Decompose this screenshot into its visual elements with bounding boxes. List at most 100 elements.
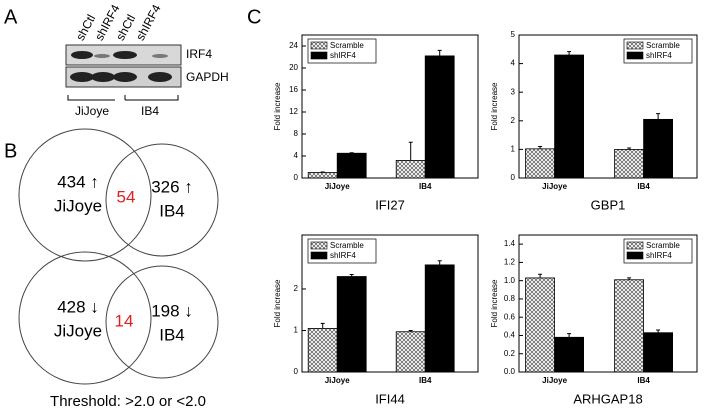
venn-circle — [105, 265, 219, 379]
y-tick-label: 0.2 — [504, 349, 516, 358]
panel-label: A — [4, 6, 18, 28]
bands — [70, 51, 172, 82]
venn-count: 428 ↓ — [57, 297, 99, 316]
error-bar — [656, 113, 661, 120]
bar — [525, 277, 555, 373]
y-tick-label: 1.4 — [504, 239, 516, 248]
bar — [525, 148, 555, 179]
venn-overlap: 54 — [117, 187, 136, 206]
legend-label: Scramble — [330, 41, 364, 50]
y-tick-label: 24 — [289, 41, 298, 50]
venn-overlap: 14 — [115, 311, 134, 330]
x-tick-label: IB4 — [419, 376, 432, 385]
error-bar — [437, 260, 442, 265]
bar — [554, 54, 584, 179]
y-tick-label: 20 — [289, 63, 298, 72]
legend-label: shIRF4 — [646, 251, 672, 260]
group-label: IB4 — [141, 104, 159, 118]
plot-frame — [518, 234, 698, 373]
legend-swatch — [626, 241, 644, 250]
legend-label: Scramble — [646, 241, 680, 250]
y-axis-label: Fold increase — [490, 82, 499, 131]
error-bar — [408, 329, 413, 332]
y-tick-label: 0.0 — [504, 367, 516, 376]
venn-name: IB4 — [159, 325, 185, 344]
error-bar — [349, 152, 354, 154]
y-tick-label: 4 — [511, 59, 516, 68]
bar — [614, 148, 644, 179]
venn-circle — [105, 143, 219, 257]
error-bar — [349, 273, 354, 277]
error-bar — [627, 147, 632, 150]
bar — [307, 172, 338, 179]
y-axis-label: Fold increase — [273, 279, 282, 328]
venn-count: 434 ↑ — [57, 172, 99, 191]
panel-label: B — [4, 140, 17, 162]
legend-swatch — [310, 251, 328, 260]
venn-circle — [18, 128, 152, 262]
legend-swatch — [310, 41, 328, 50]
group-label: JiJoye — [75, 104, 109, 118]
y-tick-label: 0 — [294, 173, 299, 182]
y-tick-label: 1 — [294, 326, 299, 335]
x-tick-label: IB4 — [637, 182, 650, 191]
chart-title: IFI44 — [375, 391, 405, 406]
error-bar — [538, 146, 543, 149]
error-bar — [538, 273, 543, 278]
y-tick-label: 2 — [511, 116, 516, 125]
legend-swatch — [310, 241, 328, 250]
error-bar — [320, 322, 325, 329]
error-bar — [320, 171, 325, 173]
y-tick-label: 0 — [511, 173, 516, 182]
venn-name: JiJoye — [54, 321, 102, 340]
plot-frame — [301, 234, 479, 373]
y-axis-label: Fold increase — [273, 82, 282, 131]
legend-swatch — [626, 41, 644, 50]
y-tick-label: 12 — [289, 107, 298, 116]
y-tick-label: 3 — [511, 87, 516, 96]
group-bracket — [67, 95, 179, 101]
bar — [614, 279, 644, 373]
error-bar — [408, 141, 413, 161]
y-tick-label: 8 — [294, 129, 299, 138]
chart-title: GBP1 — [591, 197, 626, 212]
panel-label: C — [247, 6, 261, 28]
legend-label: shIRF4 — [330, 51, 356, 60]
legend-swatch — [626, 51, 644, 60]
y-tick-label: 0.6 — [504, 312, 516, 321]
venn-count: 198 ↓ — [151, 301, 193, 320]
venn-circle — [18, 251, 152, 385]
threshold-note: Threshold: >2.0 or <2.0 — [50, 393, 206, 410]
legend-label: Scramble — [330, 241, 364, 250]
x-tick-label: IB4 — [419, 182, 432, 191]
y-tick-label: 1.0 — [504, 276, 516, 285]
bar — [554, 336, 584, 373]
y-tick-label: 5 — [511, 30, 516, 39]
bar — [395, 331, 426, 373]
x-tick-label: IB4 — [637, 376, 650, 385]
plot-frame — [301, 34, 479, 179]
y-tick-label: 4 — [294, 151, 299, 160]
bar — [395, 159, 426, 179]
chart-title: IFI27 — [375, 197, 405, 212]
lane-label: shIRF4 — [133, 2, 164, 43]
bar — [307, 328, 338, 373]
bar — [336, 152, 367, 179]
y-tick-label: 0.8 — [504, 294, 516, 303]
bar — [643, 332, 673, 373]
y-tick-label: 0.4 — [504, 331, 516, 340]
chart-title: ARHGAP18 — [573, 391, 642, 406]
x-tick-label: JiJoye — [542, 182, 567, 191]
band-label: GAPDH — [186, 70, 229, 84]
plot-frame — [518, 34, 698, 179]
y-axis-label: Fold increase — [490, 279, 499, 328]
error-bar — [437, 49, 442, 56]
bar — [336, 276, 367, 373]
y-tick-label: 2 — [294, 284, 299, 293]
legend-swatch — [626, 251, 644, 260]
y-tick-label: 0 — [294, 367, 299, 376]
bar — [424, 264, 455, 373]
legend-label: shIRF4 — [330, 251, 356, 260]
venn-name: JiJoye — [54, 196, 102, 215]
